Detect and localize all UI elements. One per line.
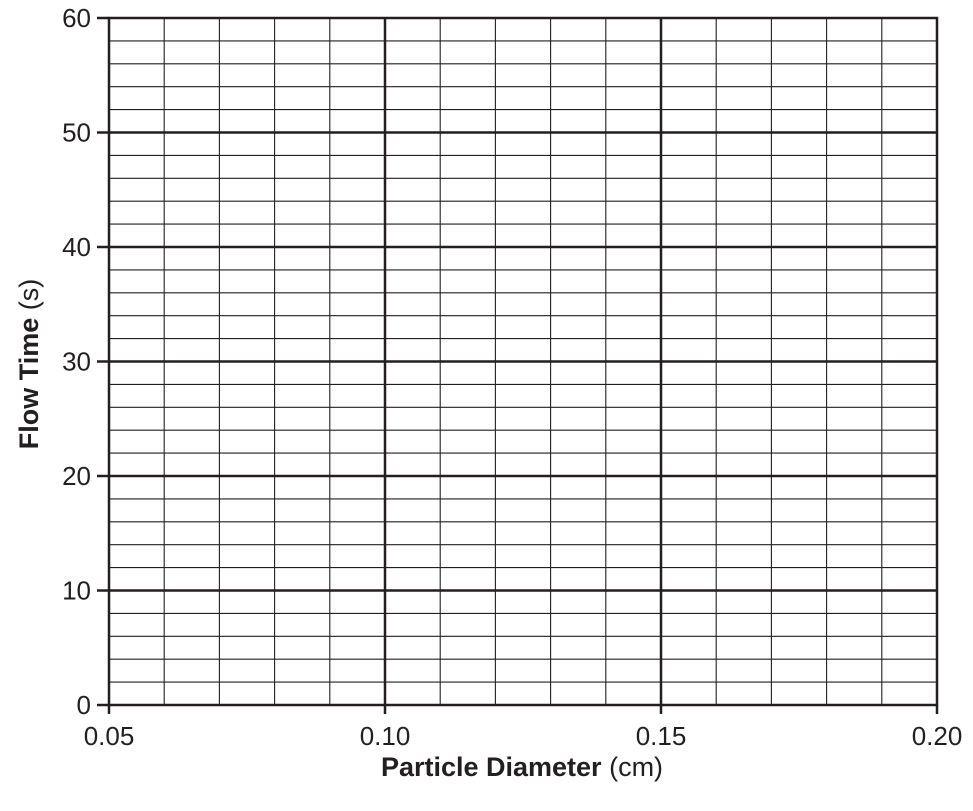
axis-ticks	[97, 16, 939, 714]
x-axis-title-main: Particle Diameter	[381, 752, 602, 782]
y-tick-label: 50	[62, 118, 91, 148]
y-tick-label: 40	[62, 232, 91, 262]
major-grid	[109, 18, 937, 705]
y-axis-title: Flow Time (s)	[14, 279, 44, 450]
y-tick-label: 20	[62, 461, 91, 491]
x-tick-label: 0.20	[912, 721, 963, 751]
x-tick-label: 0.05	[84, 721, 135, 751]
plot-area-frame	[107, 16, 939, 707]
x-tick-label: 0.10	[360, 721, 411, 751]
y-tick-label: 10	[62, 576, 91, 606]
y-axis-title-main: Flow Time	[14, 318, 44, 450]
y-axis-title-unit: (s)	[14, 279, 44, 310]
x-axis-title-unit: (cm)	[609, 752, 663, 782]
y-tick-label: 60	[62, 3, 91, 33]
y-tick-label: 0	[77, 690, 91, 720]
x-tick-label: 0.15	[636, 721, 687, 751]
y-tick-label: 30	[62, 347, 91, 377]
x-axis-tick-labels: 0.05 0.10 0.15 0.20	[84, 721, 963, 751]
x-axis-title: Particle Diameter (cm)	[381, 752, 663, 782]
y-axis-tick-labels: 0 10 20 30 40 50 60	[62, 3, 91, 720]
